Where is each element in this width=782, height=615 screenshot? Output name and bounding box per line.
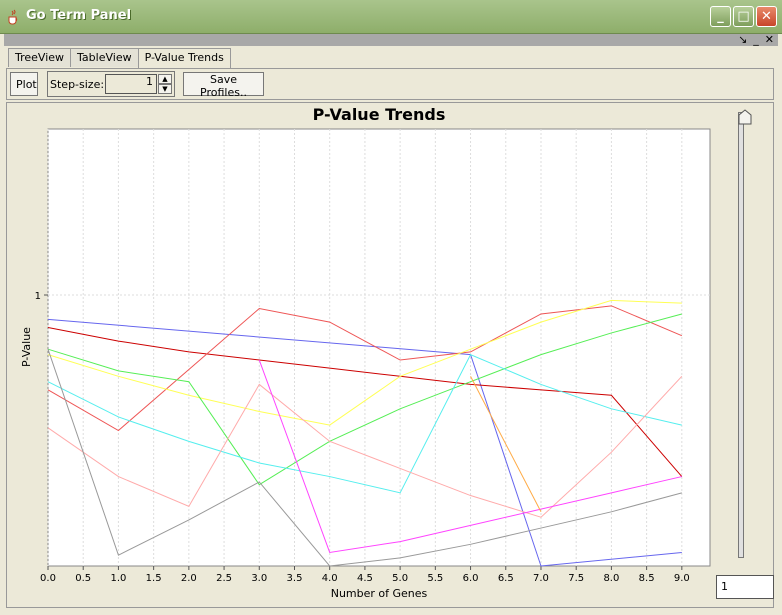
close-icon: ✕: [761, 9, 772, 24]
step-size-input[interactable]: 1: [105, 74, 157, 94]
tab-p-value-trends[interactable]: P-Value Trends: [137, 48, 231, 68]
step-size-label: Step-size:: [50, 78, 105, 91]
step-size-group: Step-size: 1 ▲ ▼: [47, 71, 175, 97]
plot-button[interactable]: Plot: [10, 72, 38, 96]
maximize-icon: □: [737, 9, 750, 24]
arrow-down-icon: ▼: [162, 85, 168, 93]
tab-treeview[interactable]: TreeView: [8, 48, 72, 67]
chart-pane: [6, 102, 774, 608]
slider-value-input[interactable]: 1: [716, 575, 774, 599]
maximize-button[interactable]: □: [733, 6, 754, 27]
close-button[interactable]: ✕: [756, 6, 777, 27]
title-bar[interactable]: Go Term Panel _ □ ✕: [0, 0, 782, 34]
minimize-icon: _: [717, 9, 724, 24]
java-cup-icon: [8, 9, 18, 25]
save-profiles-button[interactable]: Save Profiles..: [183, 72, 264, 99]
inner-close-icon[interactable]: ✕: [764, 33, 774, 46]
inner-frame-bar: ↘ _ ✕: [4, 33, 778, 46]
toolbar: Plot Step-size: 1 ▲ ▼ Save Profiles..: [6, 68, 774, 100]
minimize-button[interactable]: _: [710, 6, 731, 27]
inner-minimize-icon[interactable]: _: [753, 33, 759, 46]
undock-icon[interactable]: ↘: [738, 33, 748, 46]
tab-tableview[interactable]: TableView: [70, 48, 139, 67]
step-down-button[interactable]: ▼: [158, 84, 172, 94]
slider-thumb[interactable]: [738, 109, 752, 125]
step-up-button[interactable]: ▲: [158, 74, 172, 84]
arrow-up-icon: ▲: [162, 75, 168, 83]
go-term-panel: ↘ _ ✕ TreeView TableView P-Value Trends …: [4, 33, 778, 611]
view-tabs: TreeView TableView P-Value Trends: [8, 48, 231, 68]
window-title: Go Term Panel: [26, 8, 132, 23]
slider-track[interactable]: [738, 112, 744, 558]
